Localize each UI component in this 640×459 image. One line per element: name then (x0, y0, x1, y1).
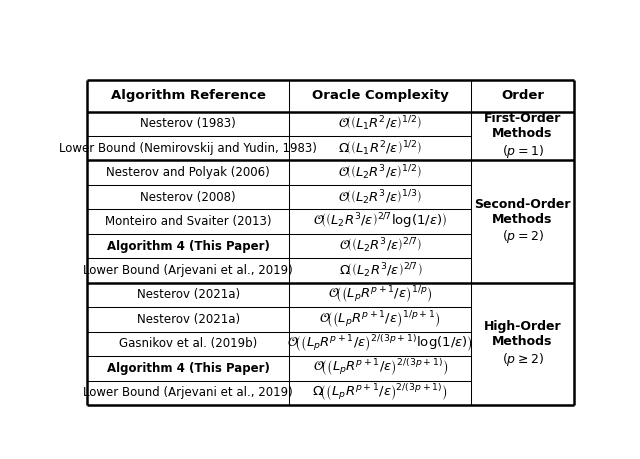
Text: $\mathcal{O}\!\left(\left(L_p R^{p+1}/\epsilon\right)^{2/(3p+1)}\right)$: $\mathcal{O}\!\left(\left(L_p R^{p+1}/\e… (312, 358, 448, 378)
Text: Algorithm 4 (This Paper): Algorithm 4 (This Paper) (107, 362, 269, 375)
Text: $\mathcal{O}\!\left(\left(L_p R^{p+1}/\epsilon\right)^{1/p}\right)$: $\mathcal{O}\!\left(\left(L_p R^{p+1}/\e… (328, 285, 433, 305)
Text: $\Omega\!\left(\left(L_p R^{p+1}/\epsilon\right)^{2/(3p+1)}\right)$: $\Omega\!\left(\left(L_p R^{p+1}/\epsilo… (312, 383, 448, 403)
Text: $\mathcal{O}\!\left(\left(L_2 R^3/\epsilon\right)^{1/3}\right)$: $\mathcal{O}\!\left(\left(L_2 R^3/\epsil… (338, 188, 422, 207)
Text: Oracle Complexity: Oracle Complexity (312, 89, 449, 102)
Text: $\mathcal{O}\!\left(\left(L_p R^{p+1}/\epsilon\right)^{2/(3p+1)}\log(1/\epsilon): $\mathcal{O}\!\left(\left(L_p R^{p+1}/\e… (287, 334, 473, 354)
Text: Lower Bound (Arjevani et al., 2019): Lower Bound (Arjevani et al., 2019) (83, 386, 293, 399)
Text: $\mathcal{O}\!\left(\left(L_2 R^3/\epsilon\right)^{2/7}\right)$: $\mathcal{O}\!\left(\left(L_2 R^3/\epsil… (339, 237, 422, 255)
Text: $\Omega\!\left(\left(L_1 R^2/\epsilon\right)^{1/2}\right)$: $\Omega\!\left(\left(L_1 R^2/\epsilon\ri… (338, 139, 422, 157)
Text: Monteiro and Svaiter (2013): Monteiro and Svaiter (2013) (105, 215, 271, 228)
Text: High-Order
Methods
$(p \geq 2)$: High-Order Methods $(p \geq 2)$ (484, 320, 561, 368)
Text: $\mathcal{O}\!\left(\left(L_2 R^3/\epsilon\right)^{1/2}\right)$: $\mathcal{O}\!\left(\left(L_2 R^3/\epsil… (339, 163, 422, 182)
Text: Algorithm Reference: Algorithm Reference (111, 89, 266, 102)
Text: Lower Bound (Nemirovskij and Yudin, 1983): Lower Bound (Nemirovskij and Yudin, 1983… (60, 142, 317, 155)
Text: $\Omega\!\left(\left(L_2 R^3/\epsilon\right)^{2/7}\right)$: $\Omega\!\left(\left(L_2 R^3/\epsilon\ri… (339, 261, 422, 280)
Text: Nesterov and Polyak (2006): Nesterov and Polyak (2006) (106, 166, 270, 179)
Text: Algorithm 4 (This Paper): Algorithm 4 (This Paper) (107, 240, 269, 252)
Text: $\mathcal{O}\!\left(\left(L_p R^{p+1}/\epsilon\right)^{1/p+1}\right)$: $\mathcal{O}\!\left(\left(L_p R^{p+1}/\e… (319, 309, 441, 330)
Text: Nesterov (2021a): Nesterov (2021a) (137, 288, 240, 302)
Text: Nesterov (2021a): Nesterov (2021a) (137, 313, 240, 326)
Text: Order: Order (501, 89, 544, 102)
Text: Gasnikov et al. (2019b): Gasnikov et al. (2019b) (119, 337, 257, 350)
Text: $\mathcal{O}\!\left(\left(L_2 R^3/\epsilon\right)^{2/7}\log(1/\epsilon)\right)$: $\mathcal{O}\!\left(\left(L_2 R^3/\epsil… (313, 212, 447, 231)
Text: Nesterov (2008): Nesterov (2008) (141, 190, 236, 204)
Text: Lower Bound (Arjevani et al., 2019): Lower Bound (Arjevani et al., 2019) (83, 264, 293, 277)
Text: $\mathcal{O}\!\left(\left(L_1 R^2/\epsilon\right)^{1/2}\right)$: $\mathcal{O}\!\left(\left(L_1 R^2/\epsil… (339, 114, 422, 133)
Text: Nesterov (1983): Nesterov (1983) (140, 118, 236, 130)
Text: First-Order
Methods
$(p = 1)$: First-Order Methods $(p = 1)$ (484, 112, 561, 160)
Text: Second-Order
Methods
$(p = 2)$: Second-Order Methods $(p = 2)$ (474, 198, 571, 245)
